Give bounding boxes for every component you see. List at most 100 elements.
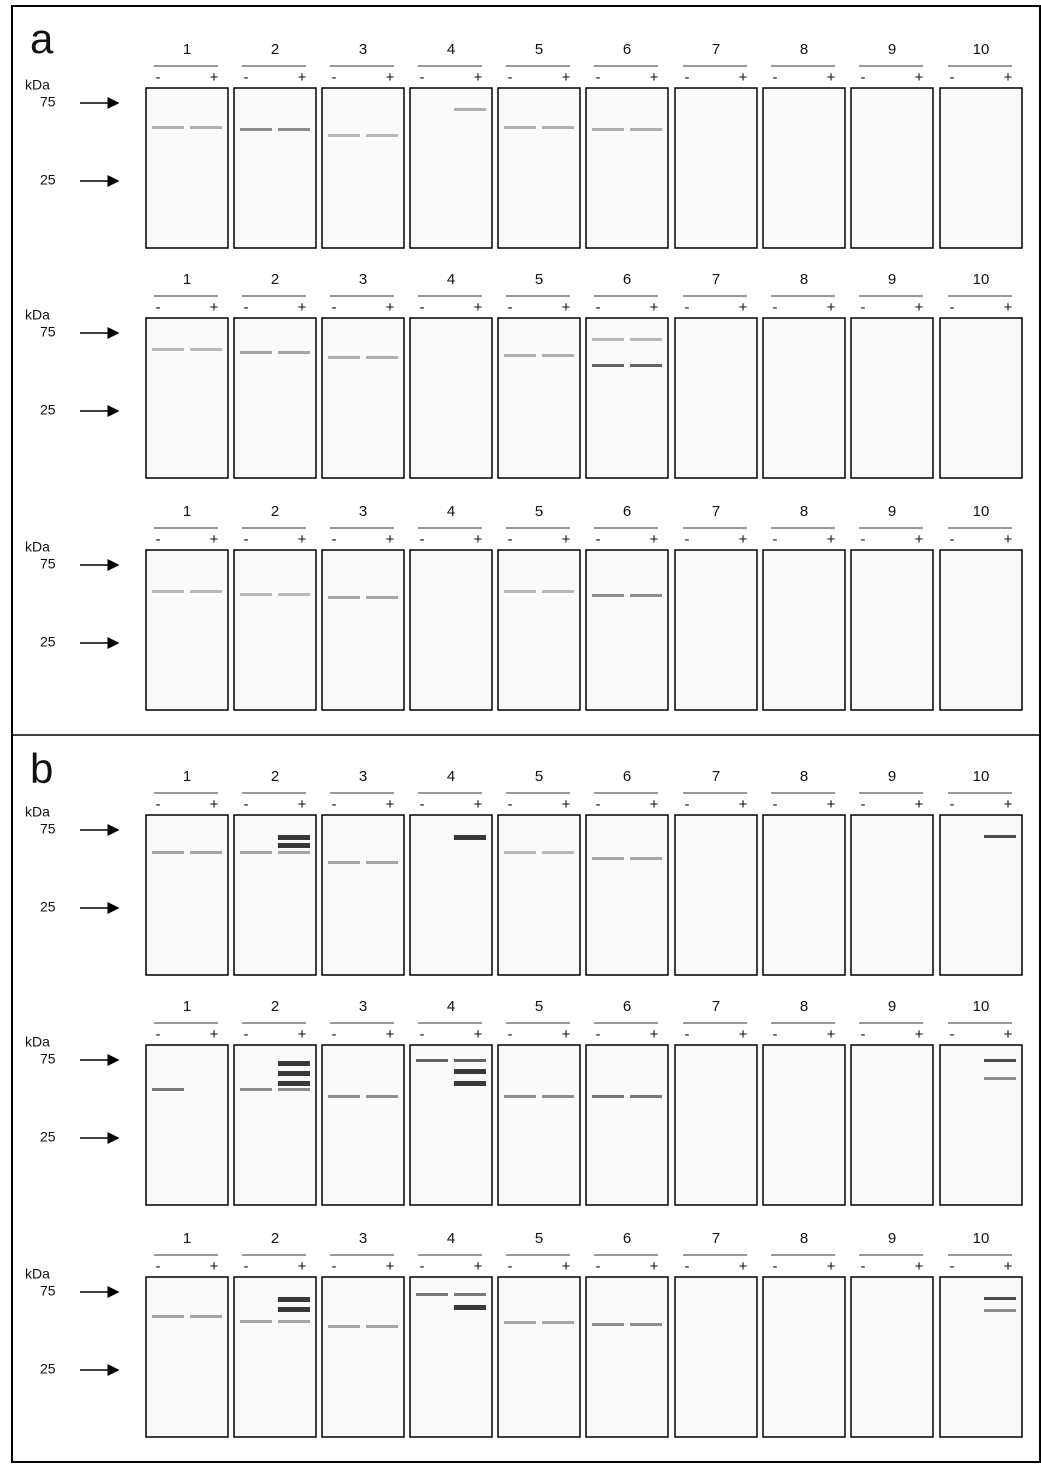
band — [240, 1320, 272, 1323]
band — [240, 593, 272, 596]
lane-number: 6 — [623, 41, 631, 58]
blot — [146, 1277, 228, 1437]
marker-label: 75 — [40, 1283, 56, 1299]
neg-label: - — [950, 796, 955, 813]
band — [366, 1095, 398, 1098]
band — [592, 594, 624, 597]
blot — [675, 88, 757, 248]
neg-label: - — [596, 299, 601, 316]
marker-unit: kDa — [25, 77, 50, 93]
lane-number: 5 — [535, 271, 543, 288]
band — [454, 1081, 486, 1086]
blot — [940, 1045, 1022, 1205]
blot — [498, 1277, 580, 1437]
neg-label: - — [332, 299, 337, 316]
marker-label: 75 — [40, 1051, 56, 1067]
neg-label: - — [244, 299, 249, 316]
blot — [675, 1045, 757, 1205]
pos-label: + — [827, 1258, 836, 1275]
lane-number: 2 — [271, 41, 279, 58]
lane-number: 8 — [800, 1230, 808, 1247]
neg-label: - — [596, 69, 601, 86]
band — [542, 354, 574, 357]
band — [190, 590, 222, 593]
band — [278, 1297, 310, 1302]
pos-label: + — [386, 1026, 395, 1043]
blot — [940, 1277, 1022, 1437]
neg-label: - — [685, 796, 690, 813]
lane-number: 9 — [888, 1230, 896, 1247]
neg-label: - — [156, 531, 161, 548]
lane-number: 8 — [800, 998, 808, 1015]
band — [328, 1095, 360, 1098]
band — [328, 134, 360, 137]
band — [504, 354, 536, 357]
lane-number: 3 — [359, 768, 367, 785]
blot — [410, 1277, 492, 1437]
blot — [322, 318, 404, 478]
band — [592, 364, 624, 367]
blot — [322, 1277, 404, 1437]
blot — [498, 1045, 580, 1205]
lane-number: 8 — [800, 503, 808, 520]
lane-number: 8 — [800, 41, 808, 58]
pos-label: + — [474, 299, 483, 316]
pos-label: + — [474, 531, 483, 548]
band — [592, 857, 624, 860]
neg-label: - — [773, 299, 778, 316]
marker-label: 25 — [40, 402, 56, 418]
band — [278, 1081, 310, 1086]
neg-label: - — [332, 796, 337, 813]
lane-number: 4 — [447, 768, 455, 785]
blot — [940, 550, 1022, 710]
lane-number: 10 — [973, 768, 990, 785]
neg-label: - — [508, 299, 513, 316]
pos-label: + — [562, 531, 571, 548]
band — [278, 1320, 310, 1323]
band — [592, 1323, 624, 1326]
neg-label: - — [950, 1026, 955, 1043]
blot — [234, 1045, 316, 1205]
blot — [675, 815, 757, 975]
band — [328, 861, 360, 864]
lane-number: 6 — [623, 998, 631, 1015]
pos-label: + — [1004, 531, 1013, 548]
pos-label: + — [650, 531, 659, 548]
band — [278, 128, 310, 131]
marker-label: 25 — [40, 172, 56, 188]
neg-label: - — [773, 69, 778, 86]
pos-label: + — [915, 796, 924, 813]
band — [152, 1315, 184, 1318]
pos-label: + — [210, 299, 219, 316]
pos-label: + — [474, 69, 483, 86]
pos-label: + — [386, 531, 395, 548]
blot — [410, 88, 492, 248]
band — [542, 126, 574, 129]
band — [984, 1059, 1016, 1062]
neg-label: - — [950, 299, 955, 316]
blot — [498, 318, 580, 478]
lane-number: 1 — [183, 41, 191, 58]
pos-label: + — [210, 531, 219, 548]
neg-label: - — [596, 531, 601, 548]
lane-number: 9 — [888, 998, 896, 1015]
lane-number: 7 — [712, 41, 720, 58]
band — [152, 851, 184, 854]
lane-number: 10 — [973, 503, 990, 520]
neg-label: - — [508, 796, 513, 813]
pos-label: + — [386, 1258, 395, 1275]
marker-unit: kDa — [25, 804, 50, 820]
lane-number: 9 — [888, 41, 896, 58]
neg-label: - — [861, 531, 866, 548]
pos-label: + — [1004, 1258, 1013, 1275]
lane-number: 3 — [359, 271, 367, 288]
neg-label: - — [685, 1258, 690, 1275]
pos-label: + — [298, 1026, 307, 1043]
pos-label: + — [298, 1258, 307, 1275]
lane-number: 4 — [447, 503, 455, 520]
lane-number: 2 — [271, 768, 279, 785]
neg-label: - — [773, 796, 778, 813]
band — [542, 590, 574, 593]
blot — [234, 550, 316, 710]
lane-number: 7 — [712, 768, 720, 785]
